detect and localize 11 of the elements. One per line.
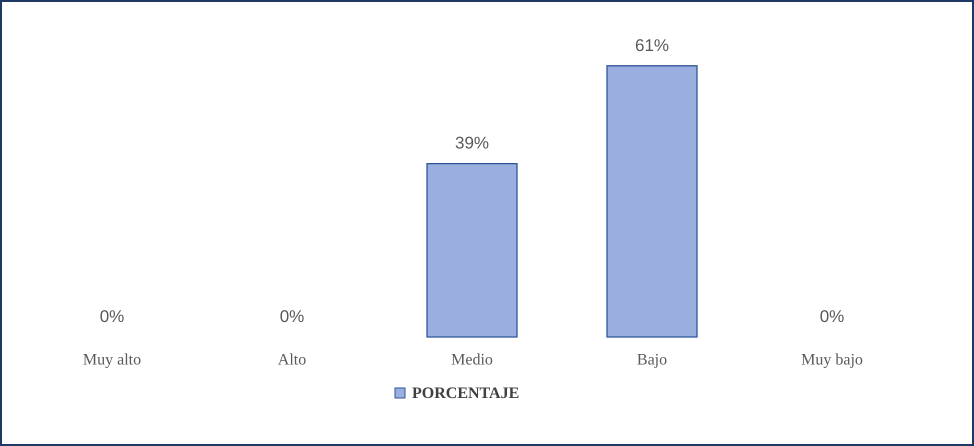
x-tick-label: Muy alto bbox=[82, 352, 142, 368]
x-tick-label: Medio bbox=[451, 352, 493, 368]
x-tick-label: Muy bajo bbox=[801, 352, 863, 368]
data-label: 61% bbox=[634, 36, 670, 55]
data-label: 0% bbox=[820, 307, 844, 326]
legend-label: PORCENTAJE bbox=[412, 385, 520, 402]
x-tick-label: Alto bbox=[278, 352, 306, 368]
data-label: 39% bbox=[454, 134, 490, 153]
data-label: 0% bbox=[280, 307, 304, 326]
data-label: 0% bbox=[100, 307, 124, 326]
x-tick-label: Bajo bbox=[636, 352, 668, 368]
